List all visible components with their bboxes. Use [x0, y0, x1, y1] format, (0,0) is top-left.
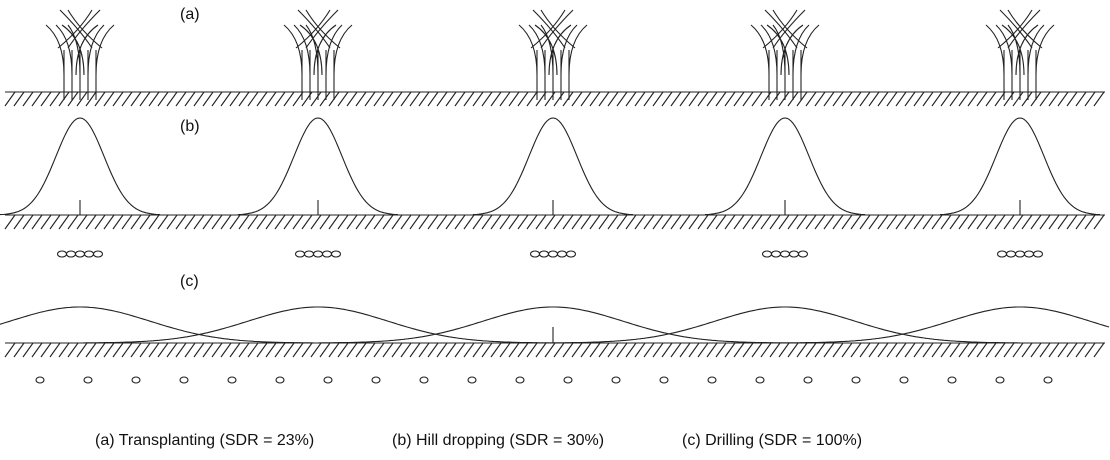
seed [707, 376, 717, 384]
seed [1014, 250, 1026, 258]
plant [283, 9, 353, 100]
ground-hatch [4, 214, 1105, 230]
seed [179, 376, 189, 384]
seed [761, 250, 773, 258]
plant [45, 9, 115, 100]
seed [779, 250, 791, 258]
caption: (a) Transplanting (SDR = 23%) [95, 432, 314, 449]
distribution-curve [550, 306, 1020, 344]
distribution-curve [237, 117, 399, 216]
seed [611, 376, 621, 384]
caption: (b) Hill dropping (SDR = 30%) [392, 432, 604, 449]
seed [65, 250, 77, 258]
seed [294, 250, 306, 258]
seed [56, 250, 68, 258]
plant [518, 9, 588, 100]
distribution-curve [0, 117, 161, 216]
seed [947, 376, 957, 384]
seed [755, 376, 765, 384]
plant [985, 9, 1055, 100]
seed [996, 250, 1008, 258]
seed [565, 250, 577, 258]
seed [1032, 250, 1044, 258]
panel-label: (a) [180, 6, 200, 23]
distribution-curve [939, 117, 1101, 216]
seed [538, 250, 550, 258]
seed [275, 376, 285, 384]
seed [312, 250, 324, 258]
distribution-curve [704, 117, 866, 216]
seed [227, 376, 237, 384]
seed [1023, 250, 1035, 258]
seed [788, 250, 800, 258]
seed [419, 376, 429, 384]
seed [330, 250, 342, 258]
artwork [0, 9, 1110, 384]
distribution-curve [785, 306, 1110, 344]
seed [851, 376, 861, 384]
seed [899, 376, 909, 384]
seed [556, 250, 568, 258]
seed [467, 376, 477, 384]
seed [92, 250, 104, 258]
seed [323, 376, 333, 384]
seed [547, 250, 559, 258]
seed [797, 250, 809, 258]
seed [995, 376, 1005, 384]
seed [770, 250, 782, 258]
ground-hatch [4, 342, 1105, 358]
seed [83, 250, 95, 258]
seed [515, 376, 525, 384]
seed [1043, 376, 1053, 384]
distribution-curve [472, 117, 634, 216]
seed [321, 250, 333, 258]
seed [529, 250, 541, 258]
seed [1005, 250, 1017, 258]
seed [659, 376, 669, 384]
distribution-curve [0, 306, 314, 344]
seed [371, 376, 381, 384]
panel-label: (b) [180, 118, 200, 135]
seed [563, 376, 573, 384]
seed [803, 376, 813, 384]
plant [750, 9, 820, 100]
seed [74, 250, 86, 258]
panel-label: (c) [180, 273, 199, 290]
seed [35, 376, 45, 384]
caption: (c) Drilling (SDR = 100%) [682, 432, 862, 449]
distribution-curve [318, 306, 788, 344]
seed [303, 250, 315, 258]
ground-hatch [4, 91, 1105, 107]
seed [131, 376, 141, 384]
distribution-curve [83, 306, 553, 344]
seed [83, 376, 93, 384]
